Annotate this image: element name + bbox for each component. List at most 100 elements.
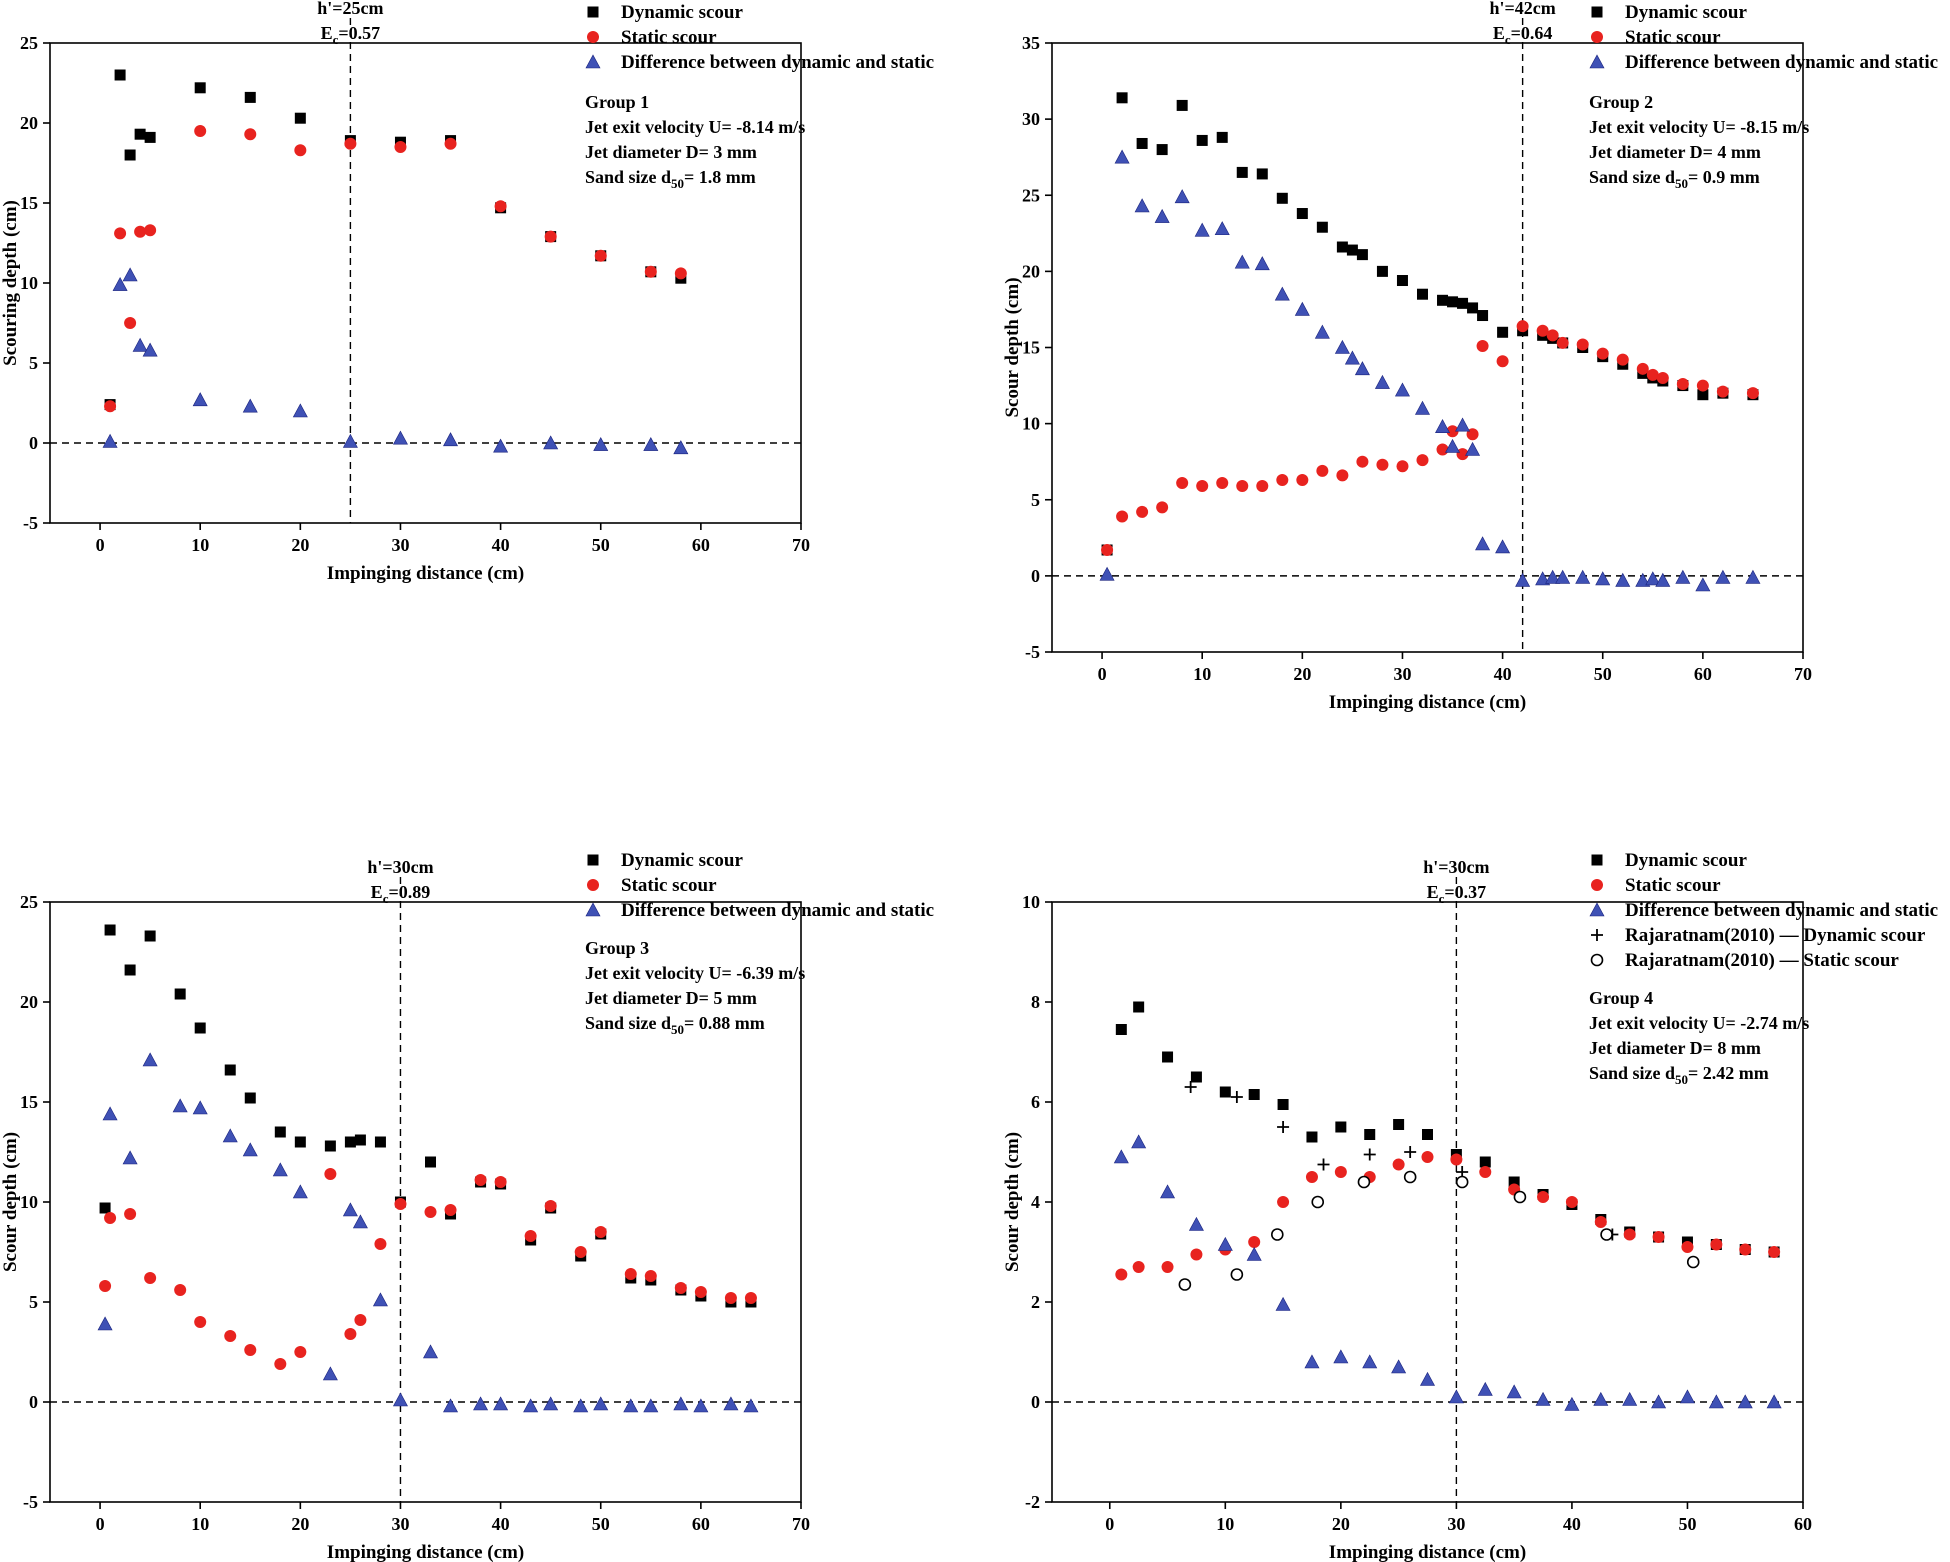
data-point <box>132 337 148 352</box>
data-point <box>1099 566 1115 581</box>
data-point <box>1479 1156 1491 1168</box>
series-triangle <box>1099 149 1761 592</box>
data-point <box>1656 371 1669 384</box>
y-tick-label: 25 <box>20 33 38 53</box>
data-point <box>1515 572 1531 587</box>
data-point <box>1356 455 1369 468</box>
legend-marker <box>587 6 599 18</box>
y-tick-label: -2 <box>1025 1492 1040 1512</box>
data-point <box>1234 254 1250 269</box>
y-tick-label: 30 <box>1022 109 1040 129</box>
data-point <box>1506 1384 1522 1399</box>
data-point <box>1134 198 1150 213</box>
data-point <box>494 1176 507 1188</box>
data-point <box>1746 387 1759 400</box>
data-point <box>1296 473 1309 486</box>
data-point <box>1396 275 1408 287</box>
data-point <box>1176 477 1189 490</box>
data-point <box>114 227 127 240</box>
series-triangle <box>97 1052 759 1413</box>
data-point <box>1305 1171 1318 1183</box>
data-point <box>1508 1176 1520 1188</box>
data-point <box>493 1396 509 1411</box>
data-point <box>1457 297 1469 309</box>
data-point <box>1116 510 1129 523</box>
data-point <box>1216 131 1228 143</box>
data-point <box>524 1230 537 1242</box>
data-point <box>322 1366 338 1381</box>
data-point <box>1101 543 1114 556</box>
data-point <box>1565 1196 1578 1208</box>
data-point <box>294 144 307 157</box>
vline-label-ec: Ec=0.64 <box>1493 23 1553 47</box>
data-point <box>1354 361 1370 376</box>
data-point <box>1254 256 1270 271</box>
data-point <box>474 1174 487 1186</box>
data-point <box>1156 144 1168 156</box>
x-tick-label: 60 <box>1694 664 1712 684</box>
data-point <box>673 440 689 455</box>
y-tick-label: -5 <box>23 513 38 533</box>
data-point <box>1652 1231 1665 1243</box>
y-tick-label: 0 <box>29 1392 38 1412</box>
data-point <box>104 1212 117 1224</box>
data-point <box>1615 572 1631 587</box>
data-point <box>544 230 557 243</box>
data-point <box>1256 168 1268 180</box>
data-point <box>1475 536 1491 551</box>
legend-label: Dynamic scour <box>1625 2 1747 23</box>
x-tick-label: 30 <box>391 1514 409 1534</box>
x-tick-label: 60 <box>692 1514 710 1534</box>
data-point <box>1710 1238 1723 1251</box>
data-point <box>1477 1381 1493 1396</box>
sand-size-label: Sand size d50= 0.9 mm <box>1589 167 1760 191</box>
data-point <box>724 1292 737 1304</box>
data-point <box>593 1396 609 1411</box>
data-point <box>344 1136 356 1148</box>
data-point <box>374 1238 387 1250</box>
data-point <box>543 435 559 450</box>
data-point <box>1697 389 1709 401</box>
data-point <box>1334 339 1350 354</box>
data-point <box>242 1142 258 1157</box>
data-point <box>1651 1394 1667 1409</box>
data-point <box>1545 569 1561 584</box>
legend-label: Difference between dynamic and static <box>1625 900 1938 921</box>
data-point <box>274 1358 287 1370</box>
data-point <box>274 1126 286 1138</box>
data-point <box>1246 1246 1262 1261</box>
diameter-label: Jet diameter D= 4 mm <box>1589 142 1761 162</box>
data-point <box>1546 329 1559 342</box>
data-point <box>1655 572 1671 587</box>
data-point <box>523 1398 539 1413</box>
x-tick-label: 0 <box>1105 1514 1114 1534</box>
data-point <box>1616 353 1629 366</box>
legend-marker <box>1589 902 1605 917</box>
y-tick-label: 0 <box>1031 566 1040 586</box>
data-point <box>97 1316 113 1331</box>
data-point <box>443 1398 459 1413</box>
sand-size-label: Sand size d50= 0.88 mm <box>585 1013 765 1037</box>
x-tick-label: 50 <box>1594 664 1612 684</box>
data-point <box>1131 1134 1147 1149</box>
data-point <box>1276 192 1288 204</box>
data-point <box>1214 221 1230 236</box>
data-point <box>324 1168 337 1180</box>
y-tick-label: 20 <box>20 113 38 133</box>
data-point <box>392 430 408 445</box>
data-point <box>693 1398 709 1413</box>
data-point <box>1593 1391 1609 1406</box>
data-point <box>1190 1071 1202 1083</box>
data-point <box>423 1344 439 1359</box>
data-point <box>1646 368 1659 381</box>
data-point <box>1357 1175 1371 1189</box>
data-point <box>723 1396 739 1411</box>
data-point <box>1676 378 1689 391</box>
data-point <box>244 91 256 103</box>
x-tick-label: 10 <box>1216 1514 1234 1534</box>
data-point <box>294 1346 307 1358</box>
data-point <box>1686 1255 1700 1269</box>
x-tick-label: 50 <box>1678 1514 1696 1534</box>
data-point <box>1496 355 1509 368</box>
